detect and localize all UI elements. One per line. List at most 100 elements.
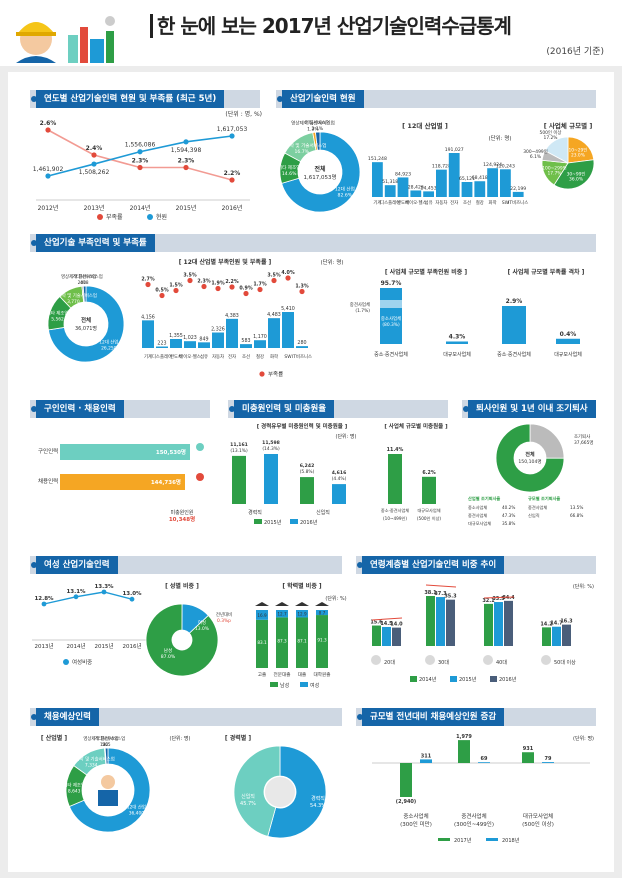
unfilled-value: 6,242 [300, 463, 315, 469]
current-donut-value: 82.6% [338, 193, 353, 199]
trend-current-point [229, 133, 235, 139]
short-size-inner: 중소사업체 [381, 315, 401, 322]
current-industry-unit: (단위: 명) [488, 134, 511, 142]
trend-current-label: 1,594,398 [171, 147, 202, 154]
current-industry-subtitle: [ 12대 산업별 ] [402, 121, 448, 130]
section-expect: 채용예상인력 [30, 708, 342, 726]
education-male-bar [276, 617, 288, 668]
short-industry-rate-label: 1.3% [295, 284, 308, 290]
short-industry-rate-label: 2.2% [225, 279, 238, 285]
hiring-label: 구인인력 [38, 447, 58, 455]
women-value: 13.0% [122, 591, 142, 597]
current-donut-label: 전문과학 및 기술서비스업 [277, 142, 326, 149]
trend-rate-point [183, 164, 189, 171]
age-bar [552, 626, 561, 646]
short-donut-value: 26,250 [101, 345, 117, 351]
short-donut-hole [65, 303, 107, 345]
businessman-body [98, 790, 118, 806]
expect-donut-value: 8,643 [68, 788, 81, 794]
short-size-tick: 대규모사업체 [443, 351, 471, 358]
person-icon [371, 655, 381, 665]
short-industry-legend-swatch [259, 371, 265, 377]
gender-label: 남성 [164, 647, 172, 654]
unfilled-size-bar [422, 476, 436, 504]
age-bar [436, 597, 445, 646]
short-industry-value: 5,410 [281, 306, 295, 312]
trend-current-point [91, 161, 97, 167]
current-size-slice [544, 136, 569, 164]
short-industry-tick: 디스플레이 [152, 353, 172, 360]
age-value: 14.5 [380, 621, 393, 627]
unfilled-rate: (13.1%) [230, 448, 248, 454]
unfilled-rate: (5.8%) [300, 469, 315, 475]
trend-current-point [45, 173, 51, 179]
short-industry-tick: 화학 [270, 353, 278, 360]
expect-change-tick: 중소사업체 [403, 812, 428, 820]
expect-change-note: (300인 미만) [400, 820, 432, 828]
women-point [73, 594, 79, 600]
expect-donut-label: 영상제작 통신서비스업 [83, 735, 125, 742]
short-donut-value: 200 [78, 280, 87, 286]
short-industry-bar [254, 340, 266, 348]
leaving-table-cell: 66.8% [570, 513, 583, 518]
short-industry-tick: SW [284, 354, 292, 360]
current-donut-slice [315, 131, 321, 151]
current-industry-value: 24,453 [421, 185, 437, 191]
short-donut-slice [48, 285, 125, 363]
short-industry-tick: 기계 [144, 353, 152, 360]
short-industry-bar [170, 338, 182, 348]
age-tick: 30대 [438, 659, 449, 666]
women-line [43, 591, 133, 605]
trend-current-label: 1,617,053 [217, 126, 248, 133]
education-female-value: 12.9 [297, 612, 307, 617]
current-industry-value: 68,418 [472, 175, 488, 181]
age-bar [382, 626, 391, 646]
current-size-label: 10~29인 [568, 147, 587, 154]
current-industry-bar [372, 162, 383, 197]
expect-change-bar [478, 762, 490, 763]
unfilled-tick: 신입직 [316, 509, 330, 516]
current-size-label: 100~299인 [542, 165, 566, 172]
current-industry-tick: 화학 [489, 199, 497, 206]
career-subtitle: [ 경력별 ] [225, 734, 251, 742]
trend-rate-point [137, 164, 143, 171]
graduation-cap-icon [255, 602, 269, 606]
short-size-tick: 중소·중견사업체 [374, 351, 408, 358]
education-female-bar [316, 610, 328, 616]
women-xtick: 2014년 [66, 642, 85, 650]
expect-change-legend: 2017년 [454, 837, 472, 844]
short-size-mid-segment [380, 300, 402, 308]
unfilled-legend-2016: 2016년 [300, 519, 318, 526]
women-value: 13.3% [94, 584, 114, 590]
education-tick: 대졸 [298, 671, 306, 678]
gender-note: 전년대비 [216, 611, 232, 618]
short-size-side-value: (1.7%) [355, 308, 370, 314]
businessman-icon [101, 775, 115, 789]
short-industry-tick: 자동차 [212, 353, 224, 360]
age-value: 37.3 [434, 591, 447, 597]
short-size-value: 95.7% [381, 280, 402, 287]
short-industry-bar [268, 318, 280, 348]
education-female-value: 12.7 [277, 612, 287, 617]
short-industry-rate-point [257, 286, 263, 293]
hiring-bar [60, 474, 185, 490]
current-donut-label: 12대 산업 [335, 186, 355, 193]
short-industry-legend: 부족률 [268, 371, 283, 378]
short-donut-label: 기타 제조업 [47, 309, 69, 316]
short-donut-label: 12대 산업 [99, 338, 118, 345]
current-industry-value: 28,426 [408, 184, 424, 190]
leaving-table-cell: 중견사업체 [468, 512, 487, 519]
leaving-label: 조기퇴사 [574, 433, 590, 440]
leaving-table-header: 산업별 조기퇴사율 [468, 495, 500, 502]
hiring-value: 144,736명 [151, 478, 181, 486]
short-industry-value: 2,326 [211, 327, 225, 333]
hiring-unfilled-value: 10,348명 [169, 515, 195, 523]
age-value: 14.7 [550, 621, 563, 627]
age-value: 15.6 [370, 620, 383, 626]
short-industry-unit: (단위: 명) [320, 258, 343, 266]
current-industry-tick: 철강 [476, 199, 484, 206]
short-industry-rate-point [299, 288, 305, 295]
current-size-value: 17.2% [544, 135, 558, 141]
age-legend: 2015년 [459, 676, 477, 683]
career-label: 경력직 [311, 795, 325, 802]
